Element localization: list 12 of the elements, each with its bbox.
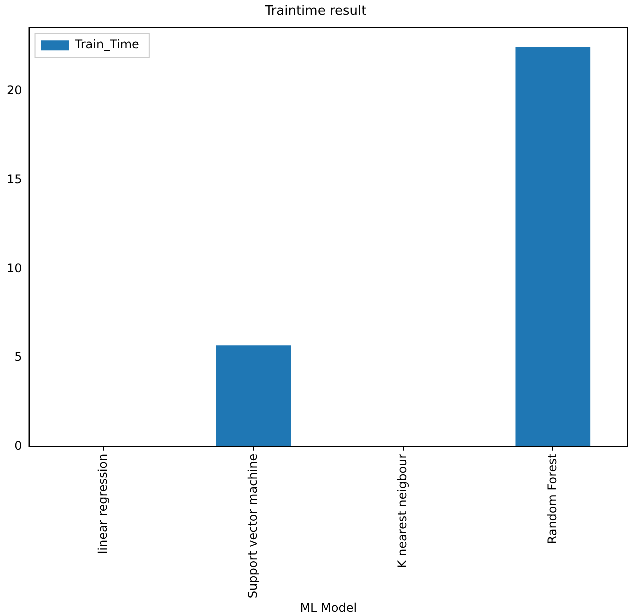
y-tick-label: 20 xyxy=(6,84,22,98)
y-tick-label: 10 xyxy=(6,261,22,276)
x-axis-title: ML Model xyxy=(300,600,358,615)
chart-title: Traintime result xyxy=(264,4,367,20)
x-tick-label: linear regression xyxy=(96,454,110,554)
x-tick-label: Support vector machine xyxy=(246,454,260,599)
legend-label: Train_Time xyxy=(74,38,140,52)
x-tick-label: K nearest neigbour xyxy=(396,454,410,568)
y-tick-label: 5 xyxy=(14,350,22,364)
y-tick-label: 15 xyxy=(6,172,22,187)
y-tick-label: 0 xyxy=(14,439,22,454)
x-tick-label: Random Forest xyxy=(545,454,560,544)
